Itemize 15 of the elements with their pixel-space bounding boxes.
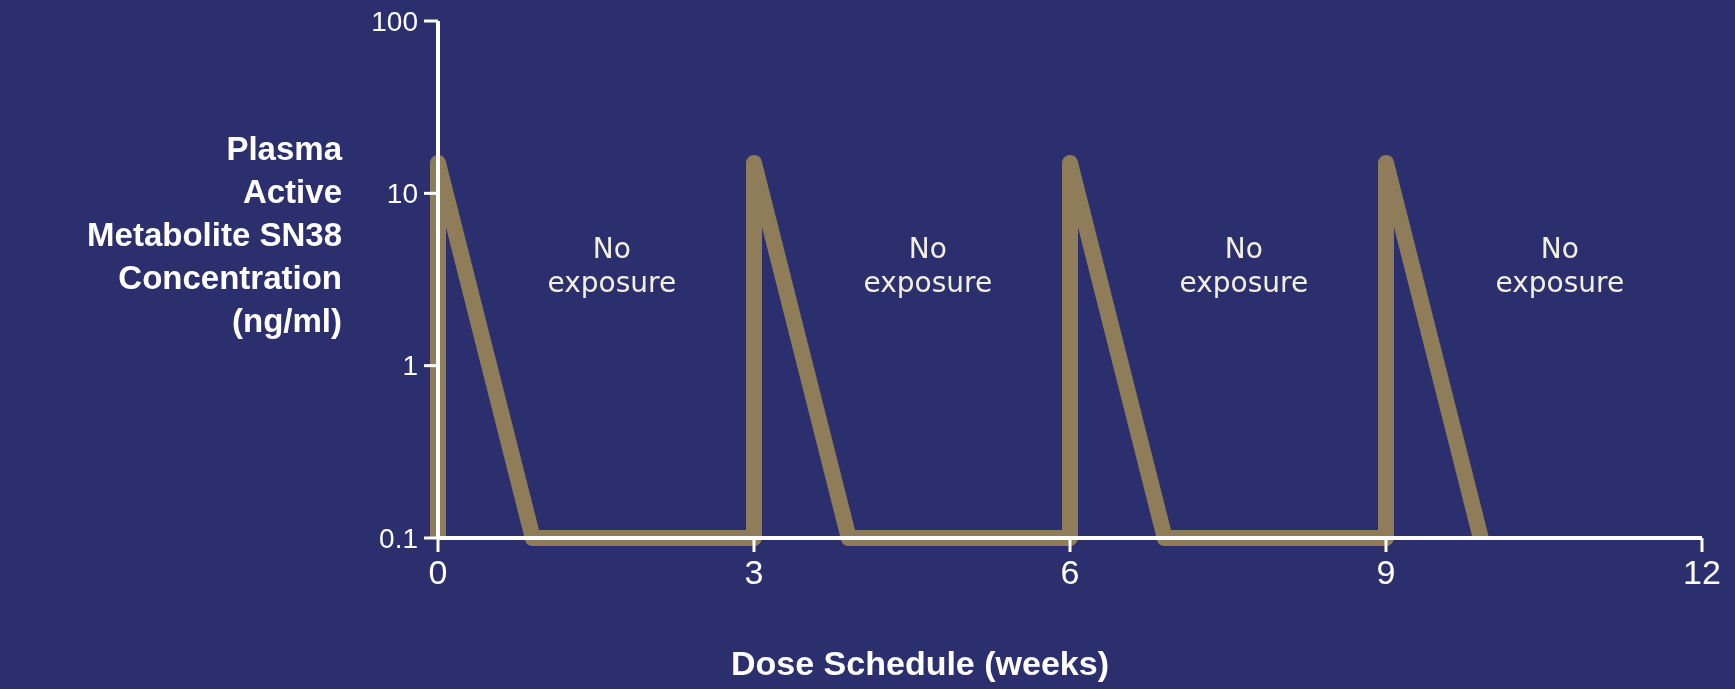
annotation: No exposure (1179, 232, 1309, 299)
x-tick-label: 9 (1376, 553, 1396, 591)
y-tick-label: 0.1 (379, 522, 418, 554)
y-axis-title: Plasma Active Metabolite SN38 Concentration (ng/ml) (87, 130, 343, 339)
y-tick-label: 10 (386, 178, 418, 210)
y-tick-label: 1 (402, 350, 418, 382)
x-tick-label: 12 (1683, 553, 1721, 591)
x-tick-label: 6 (1060, 553, 1080, 591)
annotation: No exposure (547, 232, 677, 299)
x-axis-title: Dose Schedule (weeks) (731, 644, 1109, 682)
x-tick-label: 0 (428, 553, 448, 591)
annotation: No exposure (863, 232, 993, 299)
annotation: No exposure (1495, 232, 1625, 299)
x-tick-label: 3 (744, 553, 764, 591)
y-tick-label: 100 (371, 5, 418, 37)
